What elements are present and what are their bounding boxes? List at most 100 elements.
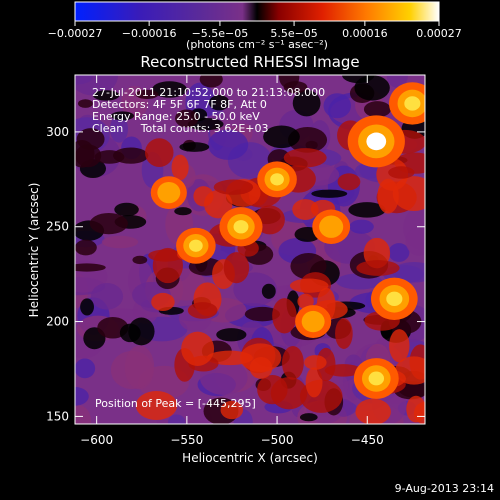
dark-contour — [75, 263, 106, 272]
emission-patch — [389, 329, 410, 363]
background-cell — [323, 93, 352, 119]
source-mid — [301, 310, 325, 333]
emission-patch — [356, 260, 400, 276]
emission-patch — [270, 377, 308, 410]
dark-contour — [128, 317, 155, 346]
emission-patch — [171, 154, 189, 181]
emission-patch — [181, 331, 215, 366]
colorbar-unit-label: (photons cm⁻² s⁻¹ asec⁻²) — [186, 38, 328, 51]
emission-patch — [145, 138, 174, 167]
annotation-detectors: Detectors: 4F 5F 6F 7F 8F, Att 0 — [92, 98, 267, 111]
dark-contour — [244, 306, 280, 322]
emission-patch — [337, 173, 361, 191]
dark-contour — [75, 239, 97, 256]
dark-contour — [152, 81, 188, 98]
dark-contour — [175, 109, 199, 128]
emission-patch — [135, 390, 178, 420]
dark-contour — [341, 75, 375, 84]
emission-patch — [305, 367, 323, 398]
emission-patch — [406, 395, 425, 423]
dark-contour — [92, 90, 120, 101]
colorbar-tick-label: −5.5e−05 — [192, 27, 249, 40]
background-cell — [388, 243, 410, 262]
source-core — [233, 220, 249, 234]
y-tick-label: 250 — [46, 220, 69, 234]
emission-patch — [335, 318, 353, 349]
dark-contour — [75, 144, 102, 168]
dark-contour — [78, 99, 93, 108]
y-tick-label: 300 — [46, 125, 69, 139]
source-core — [189, 239, 203, 252]
colorbar-tick-label: 0.00027 — [416, 27, 462, 40]
emission-patch — [377, 178, 399, 214]
y-tick-label: 150 — [46, 409, 69, 423]
source-core — [368, 371, 385, 386]
background-cell — [101, 235, 139, 249]
emission-patch — [281, 345, 304, 380]
emission-patch — [297, 293, 314, 310]
background-cell — [167, 414, 186, 424]
source-core — [404, 96, 421, 111]
background-cell — [124, 345, 155, 390]
x-axis-label: Heliocentric X (arcsec) — [182, 451, 318, 465]
source-core — [270, 173, 284, 186]
emission-patch — [148, 249, 184, 262]
y-tick-label: 200 — [46, 315, 69, 329]
peak-annotation: Position of Peak = [-445,295] — [95, 397, 256, 410]
emission-patch — [151, 292, 175, 312]
y-axis-ticks: 150 200 250 300 — [46, 125, 425, 423]
emission-patch — [213, 179, 254, 195]
dark-contour — [76, 128, 105, 151]
background-cell — [109, 115, 129, 143]
dark-contour — [132, 255, 148, 265]
emission-patch — [206, 350, 253, 366]
source-core — [366, 132, 387, 151]
dark-contour — [348, 202, 386, 218]
background-cell — [75, 386, 89, 406]
annotation-energy: Energy Range: 25.0 - 50.0 keV — [92, 110, 260, 123]
emission-patch — [223, 252, 250, 284]
plot-timestamp: 9-Aug-2013 23:14 — [395, 482, 494, 495]
dark-contour — [135, 89, 159, 99]
emission-patch — [392, 176, 425, 212]
emission-patch — [292, 199, 319, 220]
emission-patch — [249, 356, 273, 379]
source-mid — [157, 181, 181, 204]
background-cell — [405, 226, 425, 256]
emission-patch — [204, 190, 233, 219]
background-cell — [207, 129, 249, 160]
x-tick-label: −450 — [351, 433, 384, 447]
emission-patch — [272, 298, 297, 334]
y-axis-label: Heliocentric Y (arcsec) — [27, 183, 41, 318]
background-cell — [349, 219, 374, 234]
background-cell — [75, 358, 96, 379]
background-cell — [90, 283, 124, 310]
emission-patch — [395, 356, 425, 385]
chart-title: Reconstructed RHESSI Image — [140, 53, 359, 71]
source-mid — [319, 215, 344, 238]
colorbar-tick-labels: −0.00027 −0.00016 −5.5e−05 5.5e−05 0.00016 0.… — [48, 27, 462, 40]
dark-contour — [261, 283, 276, 299]
emission-patch — [283, 148, 327, 168]
dark-contour — [263, 125, 300, 149]
x-tick-label: −550 — [170, 433, 203, 447]
dark-contour — [110, 111, 135, 121]
dark-contour — [305, 140, 318, 150]
colorbar-ticks — [74, 21, 440, 26]
dark-contour — [216, 328, 247, 342]
x-tick-label: −500 — [261, 433, 294, 447]
image-sources — [75, 75, 425, 424]
dark-contour — [112, 147, 149, 164]
dark-contour — [179, 142, 210, 152]
dark-contour — [89, 212, 128, 235]
colorbar-tick-label: 0.00016 — [342, 27, 388, 40]
emission-patch — [355, 398, 391, 424]
colorbar-tick-label: −0.00027 — [48, 27, 103, 40]
emission-patch — [289, 278, 329, 293]
plot-frame — [74, 74, 426, 425]
dark-contour — [199, 75, 223, 88]
dark-contour — [208, 95, 230, 111]
annotation-time: 27-Jul-2011 21:10:52.000 to 21:13:08.000 — [92, 86, 325, 99]
source-core — [386, 291, 403, 307]
